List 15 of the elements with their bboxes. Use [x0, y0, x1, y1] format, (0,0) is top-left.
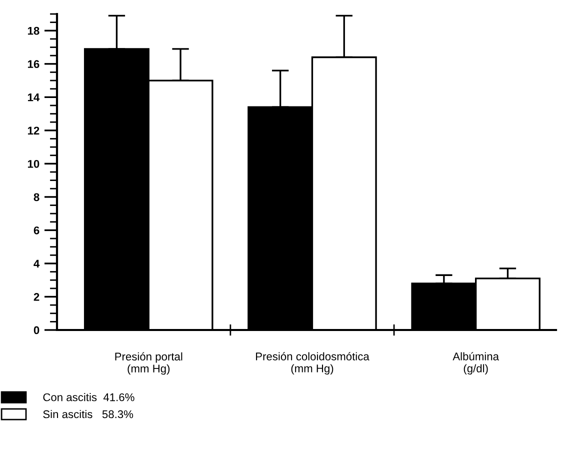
- legend-label: Sin ascitis 58.3%: [43, 410, 134, 418]
- x-tick-label: Presión portal (mm Hg): [115, 352, 182, 375]
- legend-label: Con ascitis 41.6%: [43, 393, 134, 402]
- y-tick-label: 14: [28, 94, 40, 102]
- x-tick-label: Albúmina (g/dl): [452, 352, 499, 375]
- y-tick-label: 2: [34, 293, 40, 301]
- x-tick-label: Presión coloidosmótica (mm Hg): [256, 352, 370, 375]
- y-tick-label: 8: [34, 193, 40, 202]
- y-tick-label: 16: [28, 60, 40, 68]
- y-tick-label: 10: [28, 160, 40, 168]
- y-tick-label: 4: [34, 260, 40, 268]
- y-tick-label: 12: [28, 126, 40, 134]
- y-tick-label: 18: [28, 26, 40, 35]
- y-tick-label: 0: [34, 326, 40, 334]
- y-tick-label: 6: [34, 226, 40, 234]
